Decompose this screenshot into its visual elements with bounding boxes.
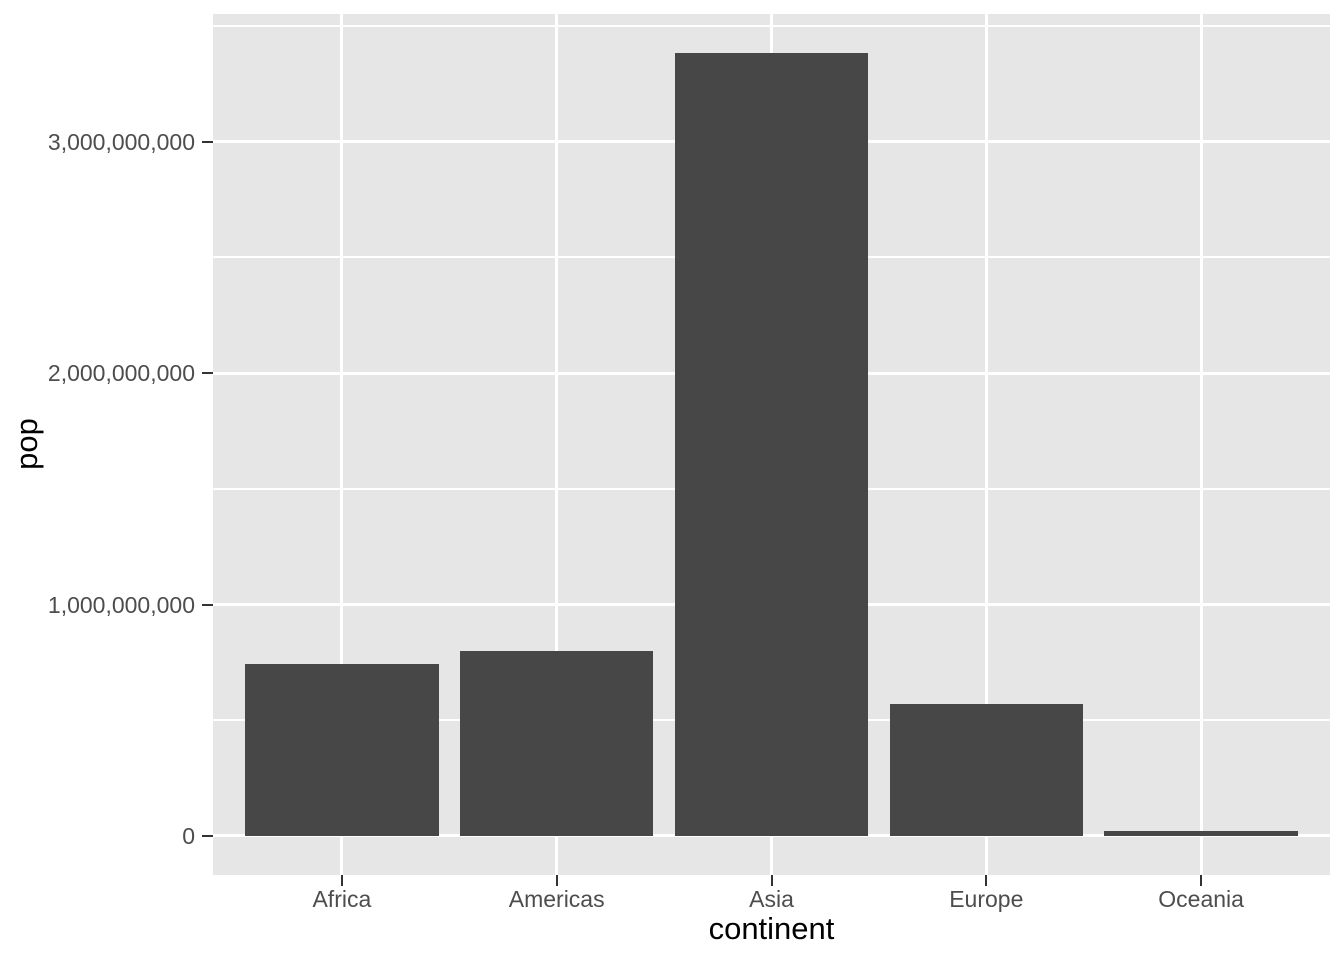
bar-europe (889, 704, 1083, 836)
x-tick-label-asia: Asia (749, 886, 794, 912)
y-axis-tick-mark (202, 603, 213, 606)
x-axis-tick-mark (555, 875, 558, 886)
x-axis-title: continent (708, 911, 835, 946)
x-axis-tick-mark (1200, 875, 1203, 886)
y-axis-tick-mark (202, 372, 213, 375)
major-gridline-vertical (340, 14, 344, 875)
plot-panel (213, 14, 1330, 875)
x-tick-label-europe: Europe (949, 886, 1024, 912)
bar-americas (460, 651, 654, 836)
y-axis-tick-mark (202, 140, 213, 143)
x-axis-tick-mark (985, 875, 988, 886)
x-tick-label-oceania: Oceania (1158, 886, 1244, 912)
y-axis-tick-mark (202, 834, 213, 837)
bar-oceania (1104, 830, 1298, 836)
x-axis-tick-mark (340, 875, 343, 886)
x-axis-tick-mark (770, 875, 773, 886)
bar-asia (674, 53, 869, 836)
y-tick-label-1000000000: 1,000,000,000 (47, 591, 195, 618)
major-gridline-vertical (555, 14, 559, 875)
y-axis-title: pop (9, 418, 44, 470)
y-tick-label-2000000000: 2,000,000,000 (47, 360, 195, 387)
y-tick-label-3000000000: 3,000,000,000 (47, 128, 195, 155)
major-gridline-vertical (1199, 14, 1203, 875)
y-tick-label-0: 0 (182, 822, 195, 849)
major-gridline-vertical (984, 14, 988, 875)
x-tick-label-africa: Africa (312, 886, 372, 912)
bar-africa (245, 663, 439, 836)
x-tick-label-americas: Americas (508, 886, 605, 912)
